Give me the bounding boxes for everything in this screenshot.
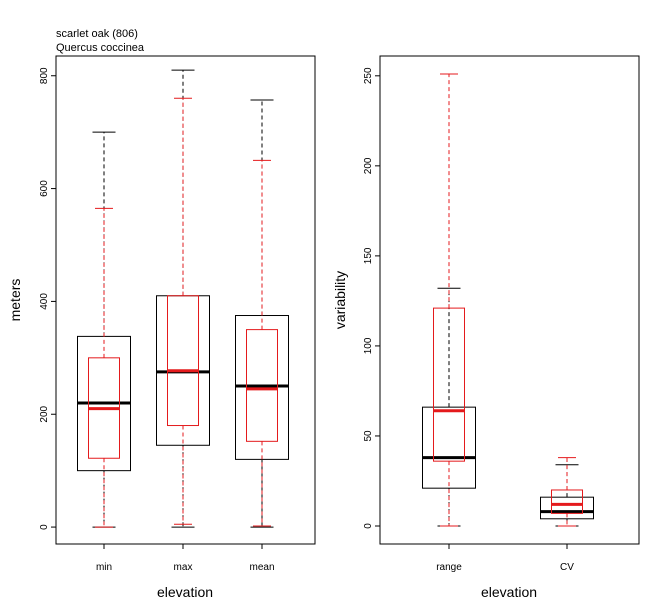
y-tick-label: 0	[39, 524, 50, 530]
y-tick-label: 100	[363, 337, 374, 354]
boxplot-red-CV	[551, 457, 583, 527]
right-y-axis-title: variability	[332, 271, 348, 329]
left-plot-frame	[55, 55, 316, 545]
right-x-axis-title: elevation	[481, 584, 537, 600]
y-tick-label: 50	[363, 430, 374, 442]
y-tick-label: 400	[39, 293, 50, 310]
left-x-axis-title: elevation	[157, 584, 213, 600]
iqr-box	[167, 295, 199, 427]
iqr-box	[433, 307, 465, 462]
left-y-axis-title: meters	[7, 279, 23, 322]
left-boxplot-marks: 0 200 400 600 800 min max mean	[39, 67, 289, 573]
iqr-box	[246, 329, 278, 442]
right-plot-frame	[379, 55, 640, 545]
x-category-label: CV	[560, 562, 574, 573]
x-category-label: range	[436, 562, 462, 573]
left-boxplot-panel: 0 200 400 600 800 min max mean elevation meters	[7, 55, 316, 600]
chart-subtitle: Quercus coccinea	[56, 42, 145, 54]
boxplot-red-mean	[246, 159, 278, 527]
iqr-box	[422, 406, 476, 489]
y-tick-label: 200	[363, 157, 374, 174]
right-boxplot-marks: 0 50 100 150 200 250 range CV	[363, 67, 594, 573]
chart-title: scarlet oak (806)	[56, 28, 138, 40]
right-boxplot-panel: 0 50 100 150 200 250 range CV elevation variabi…	[332, 55, 640, 600]
x-category-label: mean	[249, 562, 274, 573]
iqr-box	[540, 496, 594, 520]
x-category-label: min	[96, 562, 112, 573]
y-tick-label: 0	[363, 523, 374, 529]
y-tick-label: 200	[39, 405, 50, 422]
y-tick-label: 600	[39, 180, 50, 197]
y-tick-label: 150	[363, 247, 374, 264]
boxplot-red-min	[88, 207, 120, 528]
x-category-label: max	[174, 562, 193, 573]
boxplot-red-max	[167, 97, 199, 525]
boxplot-red-range	[433, 73, 465, 527]
y-tick-label: 250	[363, 67, 374, 84]
y-tick-label: 800	[39, 67, 50, 84]
iqr-box	[551, 489, 583, 514]
